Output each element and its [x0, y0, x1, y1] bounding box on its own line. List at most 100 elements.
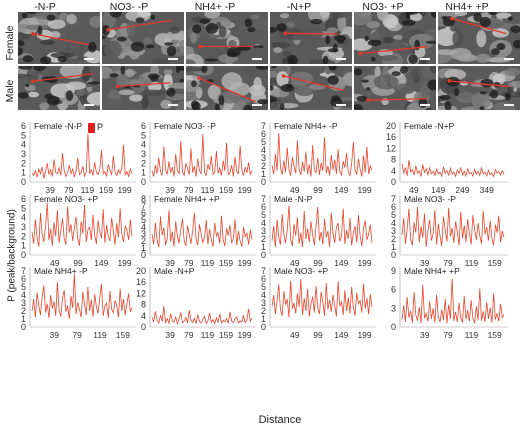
x-tick-label: 159: [219, 185, 233, 195]
x-tick-label: 119: [465, 258, 479, 268]
column-header-nh4+p: NH4+ +P: [445, 1, 489, 13]
panel-title: Female NH4+ -P: [274, 121, 338, 131]
y-tick-label: 4: [141, 222, 146, 232]
y-tick-label: 3: [141, 149, 146, 159]
x-tick-label: 159: [99, 185, 113, 195]
series-line: [151, 306, 253, 325]
micrograph-male-1: [102, 66, 184, 110]
y-tick-label: 2: [261, 234, 266, 244]
y-tick-label: 2: [141, 158, 146, 168]
y-tick-label: 6: [141, 121, 146, 131]
y-tick-label: 4: [141, 140, 146, 150]
panel-11: 0 3 6 9 39 79 119 159 Male NH4+ +P: [391, 265, 508, 343]
y-tick-label: 7: [261, 121, 266, 131]
panel-title: Female NO3- +P: [34, 194, 98, 204]
x-tick-label: 159: [219, 258, 233, 268]
panel-2: 0 1 2 3 4 5 6 7 49 99 149 199 Female NH4+ -P: [261, 120, 376, 198]
y-tick-label: 0: [21, 177, 26, 187]
x-tick-label: 119: [201, 185, 215, 195]
x-tick-label: 79: [443, 330, 453, 340]
x-tick-label: 199: [237, 258, 251, 268]
y-tick-label: 2: [21, 158, 26, 168]
x-tick-label: 39: [420, 330, 430, 340]
y-tick-label: 6: [21, 121, 26, 131]
y-axis-label: P (peak/background): [6, 209, 18, 302]
x-tick-label: 79: [184, 330, 194, 340]
x-tick-label: 49: [290, 258, 300, 268]
y-tick-label: 4: [261, 145, 266, 155]
y-tick-label: 3: [261, 226, 266, 236]
y-tick-label: 3: [21, 222, 26, 232]
x-tick-label: 199: [357, 258, 371, 268]
x-tick-label: 79: [443, 258, 453, 268]
micrograph-male-2: [186, 66, 268, 110]
panel-0: 0 1 2 3 4 5 6 39 79 119 159 199 Female -N-P: [21, 120, 136, 198]
panel-title: Female -N+P: [404, 121, 455, 131]
x-tick-label: 79: [64, 185, 74, 195]
y-tick-label: 6: [261, 129, 266, 139]
y-tick-label: 3: [21, 149, 26, 159]
y-tick-label: 0: [391, 250, 396, 260]
panel-1: 0 1 2 3 4 5 6 39 79 119 159 199 Female NO3- -P: [141, 120, 256, 198]
micrograph-female-1: [102, 12, 184, 64]
y-tick-label: 5: [391, 210, 396, 220]
y-tick-label: 2: [21, 231, 26, 241]
y-tick-label: 0: [141, 250, 146, 260]
y-tick-label: 4: [261, 290, 266, 300]
legend: P: [88, 122, 103, 133]
y-tick-label: 0: [21, 250, 26, 260]
y-tick-label: 2: [21, 306, 26, 316]
x-tick-label: 39: [45, 185, 55, 195]
panel-title: Female NH4+ +P: [154, 194, 220, 204]
column-header-n+p: -N+P: [286, 1, 312, 13]
x-tick-label: 159: [116, 330, 130, 340]
panel-7: 0 1 2 3 4 5 6 7 39 79 119 159 Male NO3- -P: [391, 193, 508, 271]
y-tick-label: 5: [261, 282, 266, 292]
panel-10: 0 1 2 3 4 5 6 7 49 99 149 199 Male NO3- +P: [261, 265, 376, 343]
y-tick-label: 5: [261, 210, 266, 220]
x-tick-label: 49: [409, 185, 419, 195]
y-tick-label: 1: [21, 168, 26, 178]
y-tick-label: 3: [261, 298, 266, 308]
y-tick-label: 0: [141, 322, 146, 332]
x-tick-label: 159: [488, 258, 502, 268]
y-tick-label: 6: [141, 208, 146, 218]
micrograph-male-4: [354, 66, 436, 110]
series-line: [31, 133, 133, 179]
x-tick-label: 199: [237, 185, 251, 195]
series-line: [31, 202, 133, 247]
x-tick-label: 39: [420, 258, 430, 268]
y-tick-label: 0: [21, 322, 26, 332]
panel-3: 0 4 8 12 16 20 49 149 249 349 Female -N+P: [386, 120, 508, 198]
x-tick-label: 119: [81, 185, 95, 195]
panel-6: 0 1 2 3 4 5 6 7 49 99 149 199 Male -N-P: [261, 193, 376, 271]
x-tick-label: 199: [357, 185, 371, 195]
series-line: [271, 205, 373, 248]
y-tick-label: 16: [136, 277, 146, 287]
x-tick-label: 159: [488, 330, 502, 340]
panel-chart-11: 0 3 6 9 39 79 119 159 Male NH4+ +P: [391, 266, 508, 340]
y-tick-label: 0: [261, 250, 266, 260]
panel-title: Male NO3- -P: [404, 194, 456, 204]
y-tick-label: 5: [21, 282, 26, 292]
panel-title: Male NO3- +P: [274, 266, 328, 276]
y-tick-label: 1: [21, 241, 26, 251]
y-tick-label: 3: [141, 229, 146, 239]
y-tick-label: 4: [261, 218, 266, 228]
y-tick-label: 2: [261, 306, 266, 316]
legend-swatch: [88, 122, 95, 133]
x-tick-label: 79: [72, 330, 82, 340]
y-tick-label: 0: [261, 322, 266, 332]
x-tick-label: 149: [334, 185, 348, 195]
y-tick-label: 5: [141, 130, 146, 140]
micrograph-female-5: [438, 12, 520, 64]
micrograph-female-2: [186, 12, 268, 64]
x-tick-label: 39: [50, 330, 60, 340]
